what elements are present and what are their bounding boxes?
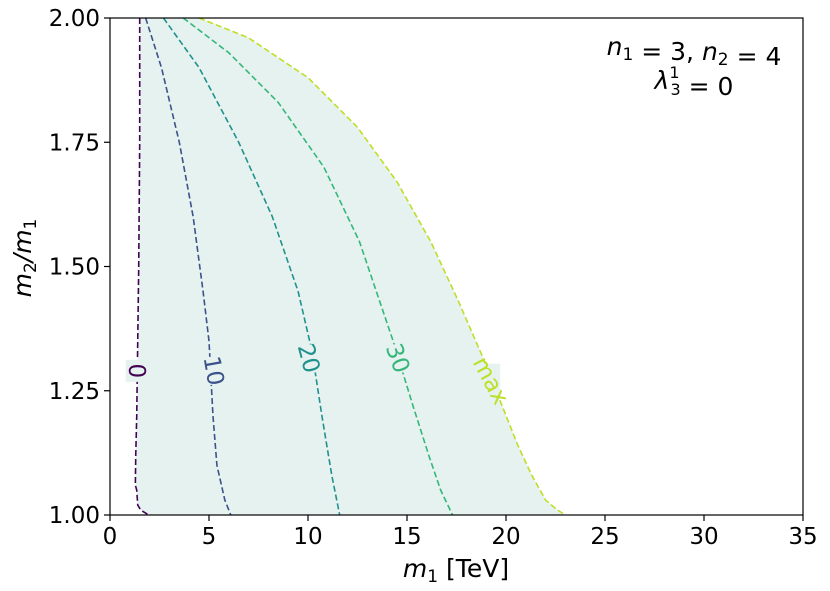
x-axis-ticks: 0 5 10 15 20 25 30 35 <box>103 515 818 550</box>
contour-label-10: 10 <box>198 354 229 387</box>
contour-lines <box>134 17 566 516</box>
contour-label-0: 0 <box>123 364 149 379</box>
contour-line-10 <box>144 17 232 516</box>
contour-line-0 <box>134 18 150 516</box>
shaded-region <box>135 18 566 515</box>
parameter-annotation-n: n1 = 3, n2 = 4 <box>607 32 782 71</box>
parameter-annotation-lambda: λ1 3 = 0 <box>653 63 734 101</box>
y-tick-label: 1.75 <box>49 130 100 156</box>
x-tick-label: 15 <box>392 524 421 550</box>
y-tick-label: 1.00 <box>49 503 100 529</box>
x-axis-title: m1 [TeV] <box>403 554 509 587</box>
y-tick-label: 1.25 <box>49 379 100 405</box>
contour-label-gap-10 <box>202 356 223 385</box>
y-tick-label: 2.00 <box>49 6 100 32</box>
contour-label-gap-0 <box>125 359 146 382</box>
contour-line-max <box>198 17 566 516</box>
x-tick-label: 0 <box>103 524 118 550</box>
contour-line-30 <box>182 17 454 516</box>
x-tick-label: 35 <box>788 524 817 550</box>
x-tick-label: 30 <box>689 524 718 550</box>
contour-label-gap-30 <box>387 344 408 373</box>
x-tick-label: 5 <box>202 524 217 550</box>
y-tick-label: 1.50 <box>49 255 100 281</box>
contour-label-gap-max <box>480 363 501 398</box>
x-tick-label: 25 <box>590 524 619 550</box>
contour-label-gap-20 <box>298 344 318 373</box>
contour-line-20 <box>162 17 341 516</box>
x-tick-label: 20 <box>491 524 520 550</box>
allowed-region-shading <box>135 18 566 515</box>
x-tick-label: 10 <box>293 524 322 550</box>
y-axis-title: m2/m1 <box>8 219 41 298</box>
y-axis-ticks: 1.00 1.25 1.50 1.75 2.00 <box>49 6 110 529</box>
